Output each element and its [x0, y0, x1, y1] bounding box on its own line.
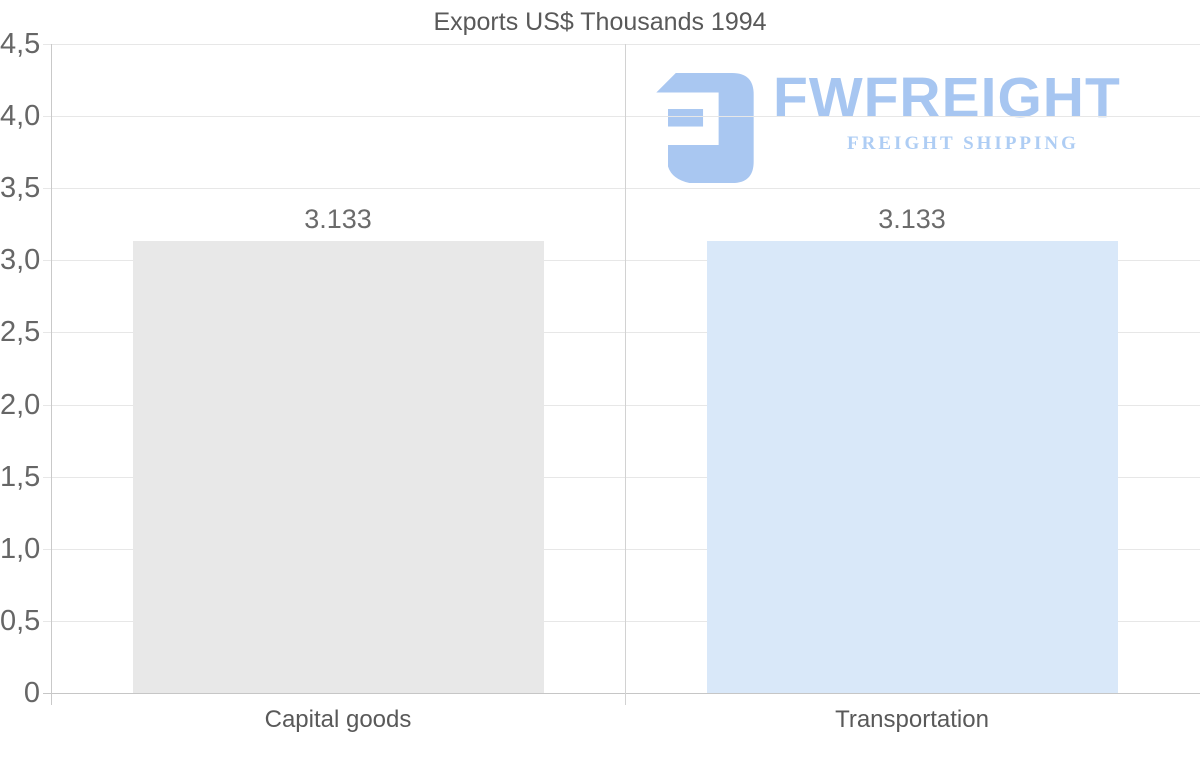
y-gridline	[43, 332, 1200, 333]
y-gridline	[43, 44, 1200, 45]
fwfreight-logo-icon	[656, 73, 754, 183]
y-gridline	[43, 116, 1200, 117]
y-tick-label: 3,0	[0, 244, 41, 276]
logo-text: FWFREIGHT FREIGHT SHIPPING	[773, 70, 1153, 155]
bar-value-label: 3.133	[878, 204, 946, 234]
y-tick-label: 1,0	[0, 533, 41, 565]
category-label: Transportation	[835, 706, 989, 733]
y-tick-label: 2,0	[0, 389, 41, 421]
y-tick-label: 1,5	[0, 461, 41, 493]
y-tick-label: 3,5	[0, 172, 41, 204]
x-axis-baseline	[43, 693, 1200, 694]
y-gridline	[43, 621, 1200, 622]
y-tick-label: 4,0	[0, 100, 41, 132]
logo-tagline-text: FREIGHT SHIPPING	[847, 133, 1079, 154]
y-gridline	[43, 549, 1200, 550]
y-gridline	[43, 260, 1200, 261]
bar-transportation[interactable]	[707, 241, 1118, 693]
y-gridline	[43, 405, 1200, 406]
y-gridline	[43, 188, 1200, 189]
logo-brand-text: FWFREIGHT	[773, 66, 1121, 130]
y-axis-line	[51, 44, 52, 705]
category-separator-line	[625, 44, 626, 705]
bar-value-label: 3.133	[304, 204, 372, 234]
y-tick-label: 4,5	[0, 28, 41, 60]
y-tick-label: 0	[23, 677, 40, 709]
y-tick-label: 0,5	[0, 605, 41, 637]
y-tick-label: 2,5	[0, 316, 41, 348]
chart-title: Exports US$ Thousands 1994	[433, 8, 767, 36]
category-label: Capital goods	[264, 706, 412, 733]
bar-capital-goods[interactable]	[133, 241, 544, 693]
y-gridline	[43, 477, 1200, 478]
